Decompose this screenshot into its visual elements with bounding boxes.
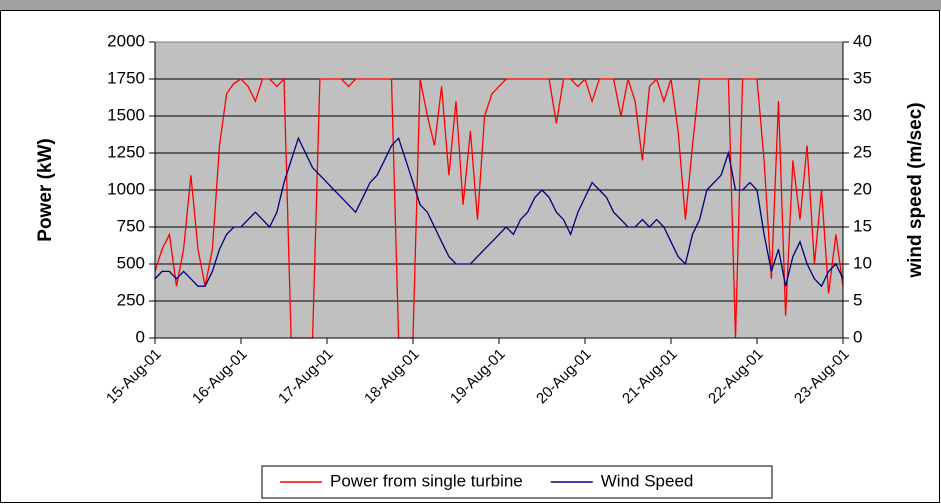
y-tick-label: 1750	[107, 68, 145, 87]
y-tick-label: 1000	[107, 179, 145, 198]
y2-tick-label: 20	[853, 179, 872, 198]
y2-tick-label: 10	[853, 253, 872, 272]
y-tick-label: 500	[117, 253, 145, 272]
y2-axis-label: wind speed (m/sec)	[905, 102, 926, 278]
series-line	[154, 136, 844, 288]
y2-tick-label: 30	[853, 105, 872, 124]
series-line	[154, 77, 844, 339]
y-axis-label: Power (kW)	[35, 138, 56, 241]
y-tick-label: 2000	[107, 31, 145, 50]
y-tick-label: 250	[117, 290, 145, 309]
y2-tick-label: 35	[853, 68, 872, 87]
y-tick-label: 1500	[107, 105, 145, 124]
y2-tick-label: 0	[853, 327, 862, 346]
y2-tick-label: 15	[853, 216, 872, 235]
y2-tick-label: 40	[853, 31, 872, 50]
y2-tick-label: 5	[853, 290, 862, 309]
y-tick-label: 750	[117, 216, 145, 235]
y-tick-label: 0	[136, 327, 145, 346]
top-bar	[0, 0, 941, 10]
y2-tick-label: 25	[853, 142, 872, 161]
y-tick-label: 1250	[107, 142, 145, 161]
legend-box	[261, 465, 773, 499]
legend-label: Power from single turbine	[330, 471, 523, 490]
legend-label: Wind Speed	[601, 471, 694, 490]
